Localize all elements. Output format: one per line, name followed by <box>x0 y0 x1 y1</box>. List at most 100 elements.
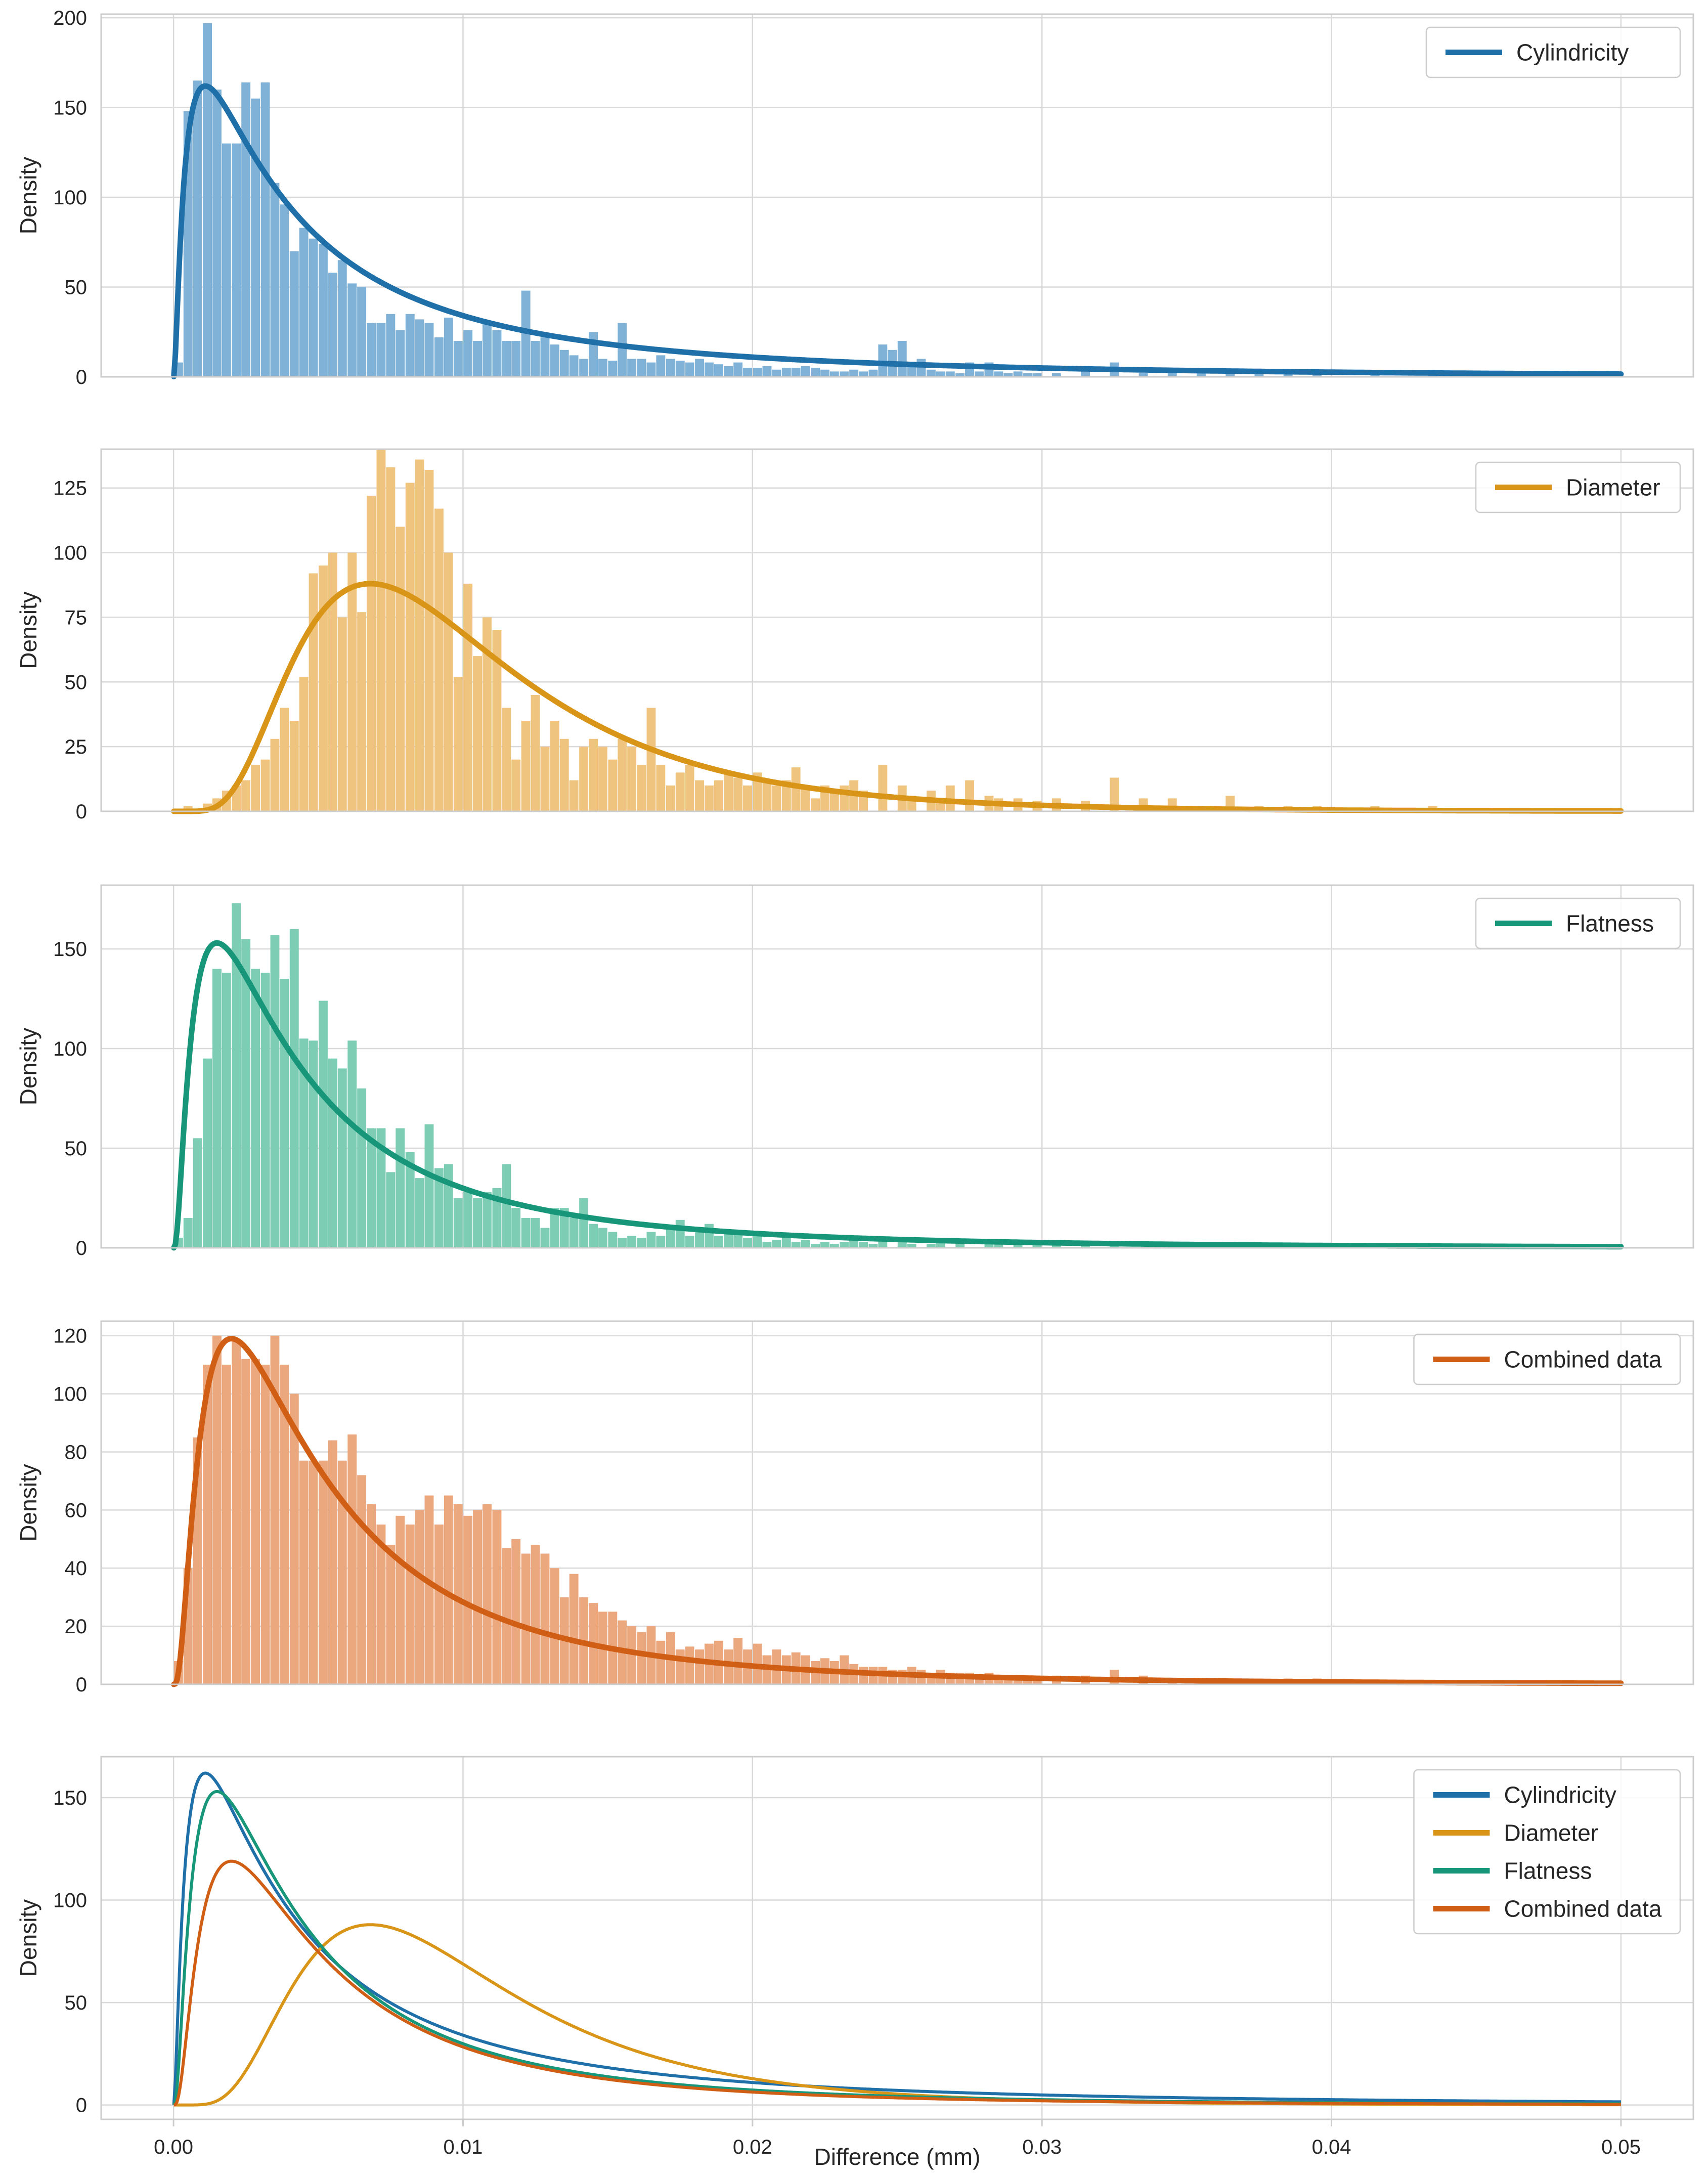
legend-label: Flatness <box>1504 1858 1592 1884</box>
histogram-bar <box>829 371 839 377</box>
x-tick-label: 0.03 <box>1022 2136 1062 2158</box>
histogram-bar <box>347 1040 357 1248</box>
histogram-bar <box>656 355 666 377</box>
legend: Cylindricity Diameter Flatness Combined dat… <box>1413 1769 1681 1935</box>
histogram-bar <box>550 1208 559 1248</box>
histogram-bar <box>424 1124 434 1248</box>
histogram-bar <box>376 323 386 377</box>
histogram-bar <box>627 747 637 811</box>
histogram-bar <box>646 362 656 377</box>
histogram-bar <box>463 583 473 811</box>
x-axis-label: Difference (mm) <box>814 2144 981 2170</box>
histogram-bar <box>376 1525 386 1684</box>
y-tick-label: 0 <box>76 1237 87 1259</box>
histogram-bar <box>965 780 974 811</box>
histogram-bar <box>540 337 550 377</box>
histogram-bar <box>627 1236 637 1248</box>
histogram-bar <box>299 1038 309 1248</box>
histogram-bar <box>666 1228 675 1248</box>
panel-1: 0 50 100 150 200 Density Cylindricity <box>15 7 1694 388</box>
y-tick-label: 100 <box>53 1383 87 1406</box>
histogram-bar <box>618 1238 627 1248</box>
legend-label: Combined data <box>1504 1896 1662 1922</box>
histogram-bar <box>521 1553 531 1684</box>
histogram-bar <box>878 764 888 811</box>
histogram-bar <box>492 1188 502 1248</box>
histogram-bar <box>337 260 347 377</box>
histogram-bar <box>859 1242 868 1248</box>
histogram-bar <box>521 721 531 811</box>
histogram-bar <box>337 1460 347 1684</box>
histogram-bar <box>270 738 280 811</box>
histogram-bar <box>724 772 733 811</box>
histogram-bar <box>714 364 723 377</box>
histogram-bar <box>743 1238 752 1248</box>
histogram-bar <box>627 359 637 377</box>
histogram-bar <box>618 738 627 811</box>
histogram-bar <box>424 469 434 811</box>
histogram-bar <box>357 1088 367 1248</box>
histogram-bar <box>251 98 260 377</box>
histogram-bar <box>859 371 868 377</box>
kde-line-combined <box>173 1859 1621 2107</box>
histogram-bar <box>695 359 704 377</box>
histogram-bar <box>685 1646 694 1684</box>
histogram-bar <box>1197 373 1206 377</box>
histogram-bar <box>907 1244 916 1248</box>
histogram-bar <box>396 1128 405 1248</box>
y-tick-label: 40 <box>65 1557 87 1580</box>
y-axis-label: Density <box>15 157 41 234</box>
y-tick-label: 100 <box>53 1890 87 1912</box>
x-tick-label: 0.01 <box>444 2136 483 2158</box>
histogram-bar <box>492 330 502 377</box>
histogram-bar <box>646 1232 656 1248</box>
histogram-bar <box>927 1244 936 1248</box>
histogram-bar <box>531 1545 540 1684</box>
histogram-bar <box>347 1434 357 1684</box>
histogram-bar <box>319 565 328 811</box>
y-tick-label: 0 <box>76 1674 87 1696</box>
histogram-bar <box>453 677 463 811</box>
histogram-bar <box>1138 373 1148 377</box>
histogram-bar <box>319 1460 328 1684</box>
histogram-bar <box>820 369 829 377</box>
histogram-bar <box>1081 371 1090 377</box>
axes-frame <box>100 1756 1694 2120</box>
histogram-bar <box>820 1242 829 1248</box>
legend: Combined data <box>1413 1333 1681 1385</box>
histogram-bar <box>733 1638 743 1684</box>
histogram-bar <box>463 330 473 377</box>
histogram-bar <box>453 1198 463 1248</box>
histogram-bar <box>212 1335 222 1684</box>
histogram-bar <box>598 1228 607 1248</box>
histogram-bar <box>984 1244 994 1248</box>
histogram-bar <box>502 1548 511 1684</box>
histogram-bar <box>405 1152 415 1248</box>
histogram-bar <box>695 1228 704 1248</box>
axes-frame <box>100 13 1694 378</box>
histogram-bar <box>260 82 270 377</box>
histogram-bar <box>463 1515 473 1684</box>
y-tick-label: 120 <box>53 1325 87 1347</box>
histogram-bar <box>724 366 733 377</box>
histogram-bar <box>840 1242 849 1248</box>
legend-label: Diameter <box>1504 1820 1599 1846</box>
y-tick-label: 100 <box>53 187 87 209</box>
histogram-bar <box>714 780 723 811</box>
histogram-bar <box>569 1217 579 1248</box>
histogram-bar <box>849 1240 859 1248</box>
histogram-bar <box>396 1515 405 1684</box>
histogram-bar <box>270 935 280 1248</box>
y-axis-label: Density <box>15 1464 41 1541</box>
histogram-bar <box>598 359 607 377</box>
kde-line-cylindricity <box>172 1771 1621 2105</box>
histogram-bar <box>705 785 714 811</box>
histogram-bar <box>685 362 694 377</box>
histogram-bar <box>550 344 559 377</box>
histogram-bar <box>386 314 396 377</box>
axes-frame <box>100 1320 1694 1685</box>
histogram-bar <box>811 1244 820 1248</box>
kde-line-diameter <box>171 581 1624 814</box>
panel-5: 0 50 100 150 0.00 0.01 0.02 0.03 0.04 0.05 Density… <box>15 1756 1694 2158</box>
axes-frame <box>100 448 1694 812</box>
